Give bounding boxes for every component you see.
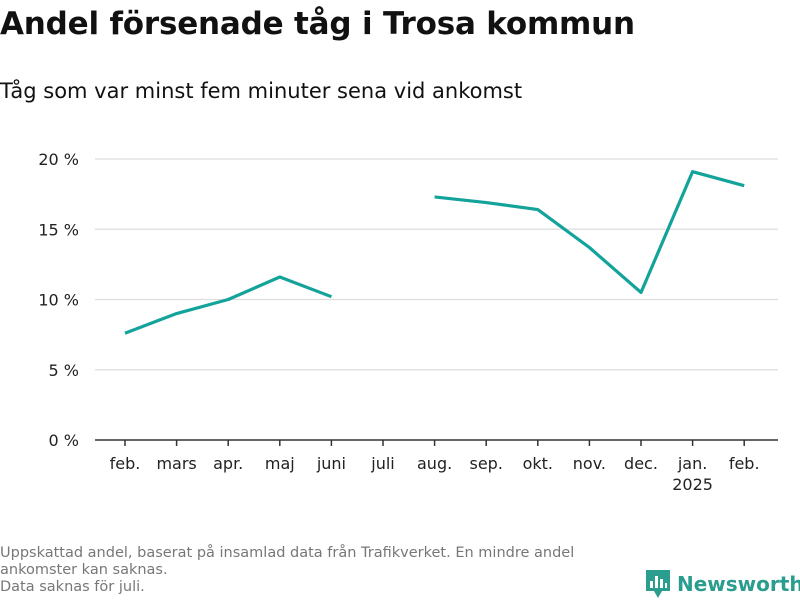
gridlines xyxy=(95,158,778,371)
x-tick-label: feb. xyxy=(729,454,760,473)
y-tick-label: 5 % xyxy=(49,361,79,380)
footnote-line-1: Uppskattad andel, baserat på insamlad da… xyxy=(0,545,575,578)
x-tick-label: feb. xyxy=(110,454,141,473)
x-tick-year-label: 2025 xyxy=(672,475,713,494)
chart-title: Andel försenade tåg i Trosa kommun xyxy=(0,6,635,42)
x-tick-label: mars xyxy=(156,454,196,473)
x-tick-label: nov. xyxy=(573,454,606,473)
y-tick-label: 0 % xyxy=(49,431,79,450)
x-tick-label: jan. xyxy=(677,454,707,473)
x-tick-label: juni xyxy=(316,454,346,473)
y-axis-tick-labels: 0 % 5 % 10 % 15 % 20 % xyxy=(38,150,79,450)
footnote-line-2: Data saknas för juli. xyxy=(0,579,145,595)
x-tick-label: okt. xyxy=(523,454,553,473)
x-tick-label: sep. xyxy=(469,454,502,473)
y-tick-label: 20 % xyxy=(38,150,79,169)
x-tick-label: juli xyxy=(370,454,394,473)
brand-logo: Newsworthy xyxy=(645,569,800,599)
x-tick-label: maj xyxy=(265,454,295,473)
brand-name: Newsworthy xyxy=(677,572,800,596)
x-axis-ticks: feb. mars apr. maj juni juli aug. sep. okt. nov. d… xyxy=(110,440,760,494)
x-tick-label: apr. xyxy=(213,454,243,473)
series-line-segment xyxy=(434,170,745,295)
x-tick-label: aug. xyxy=(417,454,452,473)
y-tick-label: 10 % xyxy=(38,291,79,310)
bar-chart-logo-icon xyxy=(646,570,670,598)
footnote: Uppskattad andel, baserat på insamlad da… xyxy=(0,545,640,596)
y-tick-label: 15 % xyxy=(38,220,79,239)
series-line-segment xyxy=(124,275,332,335)
series-lines xyxy=(124,170,745,335)
x-tick-label: dec. xyxy=(624,454,658,473)
line-chart: 0 % 5 % 10 % 15 % 20 % feb. mars apr. maj juni ju… xyxy=(38,150,778,494)
chart-subtitle: Tåg som var minst fem minuter sena vid a… xyxy=(0,79,523,103)
